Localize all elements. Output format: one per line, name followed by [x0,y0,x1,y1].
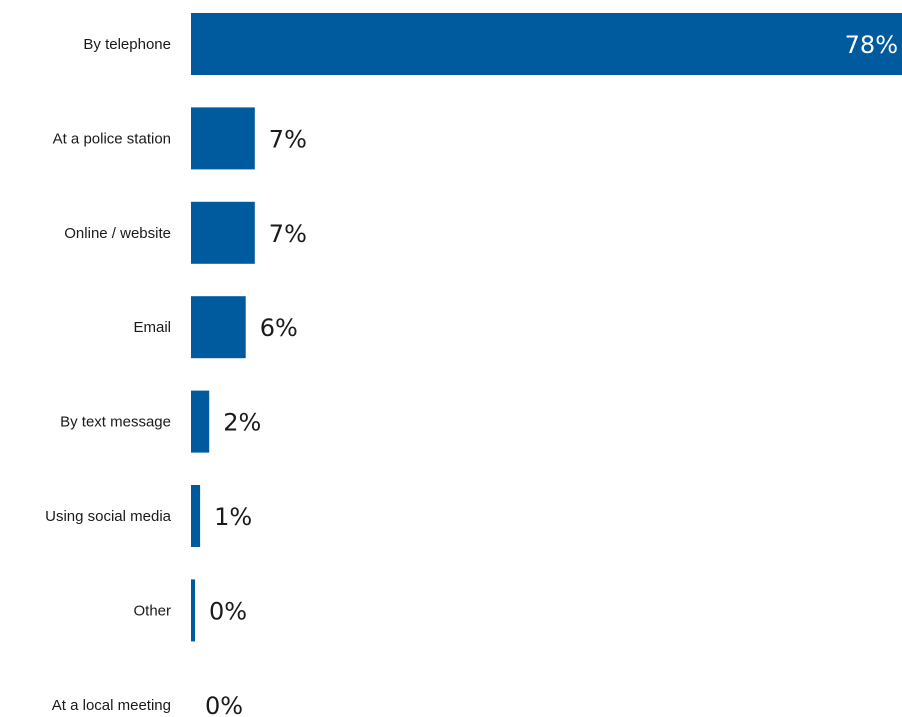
category-label-at-a-police-station: At a police station [53,130,171,147]
bar-other [191,579,195,642]
bar-by-text-message [191,390,210,453]
category-label-at-a-local-meeting: At a local meeting [52,697,171,714]
category-label-other: Other [133,602,171,619]
category-label-email: Email [133,319,171,336]
value-label-by-text-message: 2% [223,409,261,437]
bar-at-a-police-station [191,107,255,170]
value-labels: 78% 7% 7% 6% 2% 1% 0% 0% [205,31,898,717]
value-label-at-a-police-station: 7% [269,125,307,153]
value-label-email: 6% [260,314,298,342]
value-label-by-telephone: 78% [845,31,898,59]
category-labels: By telephone At a police station Online / … [45,36,172,714]
bar-using-social-media [191,485,201,547]
category-label-online-website: Online / website [64,225,171,242]
category-label-by-text-message: By text message [60,414,171,431]
value-label-other: 0% [209,597,247,625]
bar-online-website [191,201,255,264]
category-label-using-social-media: Using social media [45,508,172,525]
value-label-using-social-media: 1% [214,503,252,531]
bar-email [191,296,246,359]
bar-by-telephone [191,13,902,75]
bars-layer [191,13,902,642]
value-label-at-a-local-meeting: 0% [205,692,243,717]
category-label-by-telephone: By telephone [83,36,171,53]
value-label-online-website: 7% [269,220,307,248]
